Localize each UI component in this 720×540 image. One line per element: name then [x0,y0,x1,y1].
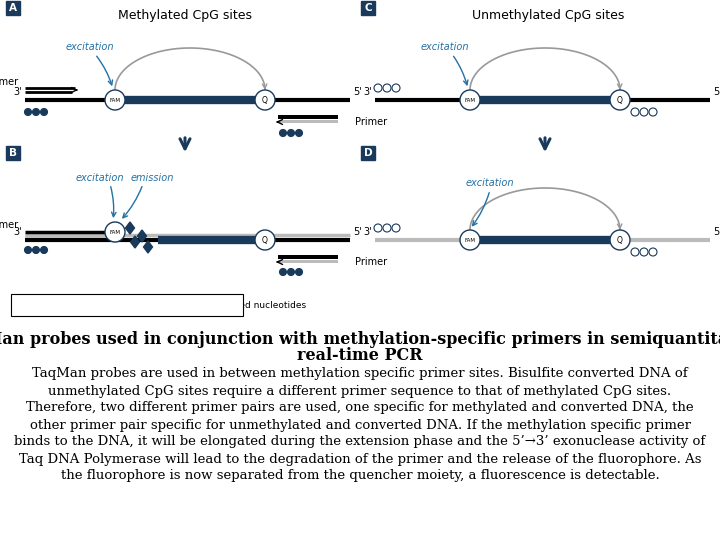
FancyBboxPatch shape [11,294,243,316]
Circle shape [105,222,125,242]
Text: FAM: FAM [17,302,29,307]
Text: TaqMan probes used in conjunction with methylation-specific primers in semiquant: TaqMan probes used in conjunction with m… [0,332,720,348]
Circle shape [24,246,32,253]
FancyBboxPatch shape [361,1,375,15]
Text: excitation: excitation [66,42,114,52]
Circle shape [279,130,287,137]
Text: FAM: FAM [109,98,120,103]
Bar [278,255,338,259]
Polygon shape [143,241,153,253]
Text: Primer: Primer [355,117,387,127]
Text: 3': 3' [14,87,22,97]
Text: Q: Q [262,235,268,245]
Circle shape [40,109,48,116]
Text: other primer pair specific for unmethylated and converted DNA. If the methylatio: other primer pair specific for unmethyla… [30,418,690,431]
Circle shape [24,109,32,116]
Polygon shape [194,299,200,307]
Circle shape [16,298,30,312]
Text: emission: emission [130,173,174,183]
Circle shape [460,90,480,110]
Circle shape [295,268,302,275]
Text: 3': 3' [14,227,22,237]
Text: A: A [9,3,17,13]
Text: Q: Q [617,96,623,105]
Text: binds to the DNA, it will be elongated during the extension phase and the 5’→3’ : binds to the DNA, it will be elongated d… [14,435,706,449]
Text: Primer: Primer [355,257,387,267]
Circle shape [255,90,275,110]
Circle shape [32,109,40,116]
FancyBboxPatch shape [6,1,20,15]
Polygon shape [202,302,210,312]
Text: FAM: FAM [464,98,475,103]
Text: TaqMan probes are used in between methylation specific primer sites. Bisulfite c: TaqMan probes are used in between methyl… [32,368,688,381]
Circle shape [392,84,400,92]
Circle shape [610,230,630,250]
Bar [278,260,338,263]
Polygon shape [125,222,135,234]
Text: FAM: FAM [109,230,120,234]
Circle shape [374,224,382,232]
Circle shape [631,108,639,116]
Text: real-time PCR: real-time PCR [297,347,423,363]
Text: Quencher: Quencher [139,300,184,309]
Circle shape [105,90,125,110]
Text: excitation: excitation [466,178,514,188]
Circle shape [287,268,294,275]
Text: excitation: excitation [420,42,469,52]
Text: FAM: FAM [464,238,475,242]
Circle shape [649,108,657,116]
Bar [278,115,338,119]
Circle shape [610,90,630,110]
Polygon shape [138,230,146,242]
Text: Fluorophore 1 (FAM): Fluorophore 1 (FAM) [32,300,122,309]
Text: unmethylated CpG sites require a different primer sequence to that of methylated: unmethylated CpG sites require a differe… [48,384,672,397]
Circle shape [383,84,391,92]
FancyBboxPatch shape [6,146,20,160]
Text: C: C [364,3,372,13]
Text: the fluorophore is now separated from the quencher moiety, a fluorescence is det: the fluorophore is now separated from th… [60,469,660,483]
Text: 3': 3' [364,87,372,97]
Text: Therefore, two different primer pairs are used, one specific for methylated and : Therefore, two different primer pairs ar… [26,402,694,415]
Circle shape [460,230,480,250]
Circle shape [374,84,382,92]
Bar [278,120,338,123]
Circle shape [279,268,287,275]
Circle shape [392,224,400,232]
Text: Methylated CpG sites: Methylated CpG sites [118,9,252,22]
Circle shape [631,248,639,256]
Circle shape [649,248,657,256]
Text: 5': 5' [713,87,720,97]
FancyBboxPatch shape [361,146,375,160]
Polygon shape [130,236,140,248]
Text: Cleaved nucleotides: Cleaved nucleotides [214,300,306,309]
Text: 5': 5' [353,227,361,237]
Circle shape [255,230,275,250]
Text: Primer: Primer [0,220,18,230]
Circle shape [295,130,302,137]
Text: B: B [9,148,17,158]
Text: D: D [364,148,372,158]
Circle shape [640,108,648,116]
Text: Q: Q [617,235,623,245]
Text: Primer: Primer [0,77,18,87]
Circle shape [32,246,40,253]
Circle shape [383,224,391,232]
Text: Taq DNA Polymerase will lead to the degradation of the primer and the release of: Taq DNA Polymerase will lead to the degr… [19,453,701,465]
Text: 5': 5' [713,227,720,237]
Text: Q: Q [262,96,268,105]
Circle shape [40,246,48,253]
Text: 5': 5' [353,87,361,97]
Text: Unmethylated CpG sites: Unmethylated CpG sites [472,9,624,22]
Text: Q: Q [127,302,132,308]
Text: excitation: excitation [76,173,125,183]
Circle shape [640,248,648,256]
Text: 3': 3' [364,227,372,237]
Circle shape [123,298,137,312]
Circle shape [287,130,294,137]
